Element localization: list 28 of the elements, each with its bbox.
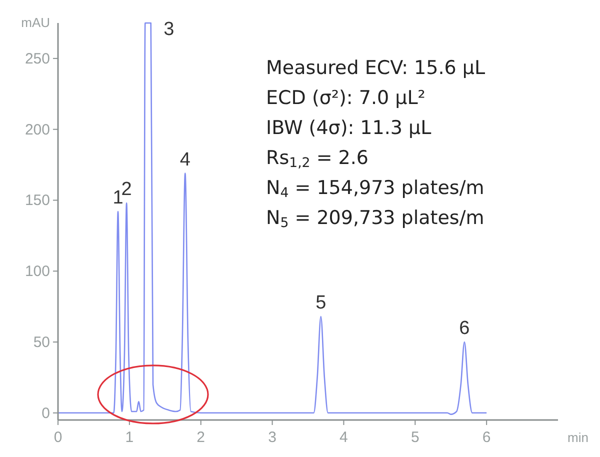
y-tick-label: 50 [33, 334, 50, 352]
x-tick-label: 0 [54, 429, 62, 446]
x-tick-label: 3 [268, 429, 276, 446]
annotation: Measured ECV: 15.6 µL [266, 57, 486, 79]
x-tick-label: 6 [482, 429, 491, 446]
x-tick-label: 2 [196, 429, 206, 446]
annotation: 2 [121, 179, 132, 200]
x-tick-label: 1 [125, 429, 134, 446]
annotation: ECD (σ²): 7.0 µL² [266, 87, 426, 109]
annotation: 1 [112, 188, 124, 209]
annotation: 3 [164, 19, 174, 40]
annotation: 5 [316, 292, 326, 314]
y-axis-title: mAU [21, 15, 50, 30]
y-tick-label: 0 [42, 404, 50, 422]
annotation: IBW (4σ): 11.3 µL [266, 117, 432, 139]
annotation: 6 [459, 318, 470, 340]
y-tick-label: 100 [24, 263, 50, 280]
x-tick-label: 4 [340, 429, 348, 446]
annotation: N$_{4}$ = 154,973 plates/m [266, 177, 484, 202]
line-series [57, 22, 488, 415]
y-tick-label: 150 [24, 192, 50, 210]
y-tick-label: 250 [24, 50, 50, 68]
y-tick-label: 200 [24, 121, 50, 138]
annotation: Rs$_{1,2}$ = 2.6 [266, 147, 368, 172]
annotation: N$_{5}$ = 209,733 plates/m [266, 207, 484, 232]
x-tick-label: 5 [410, 429, 420, 446]
x-axis-title: min [568, 430, 588, 445]
annotation: 4 [180, 149, 191, 170]
